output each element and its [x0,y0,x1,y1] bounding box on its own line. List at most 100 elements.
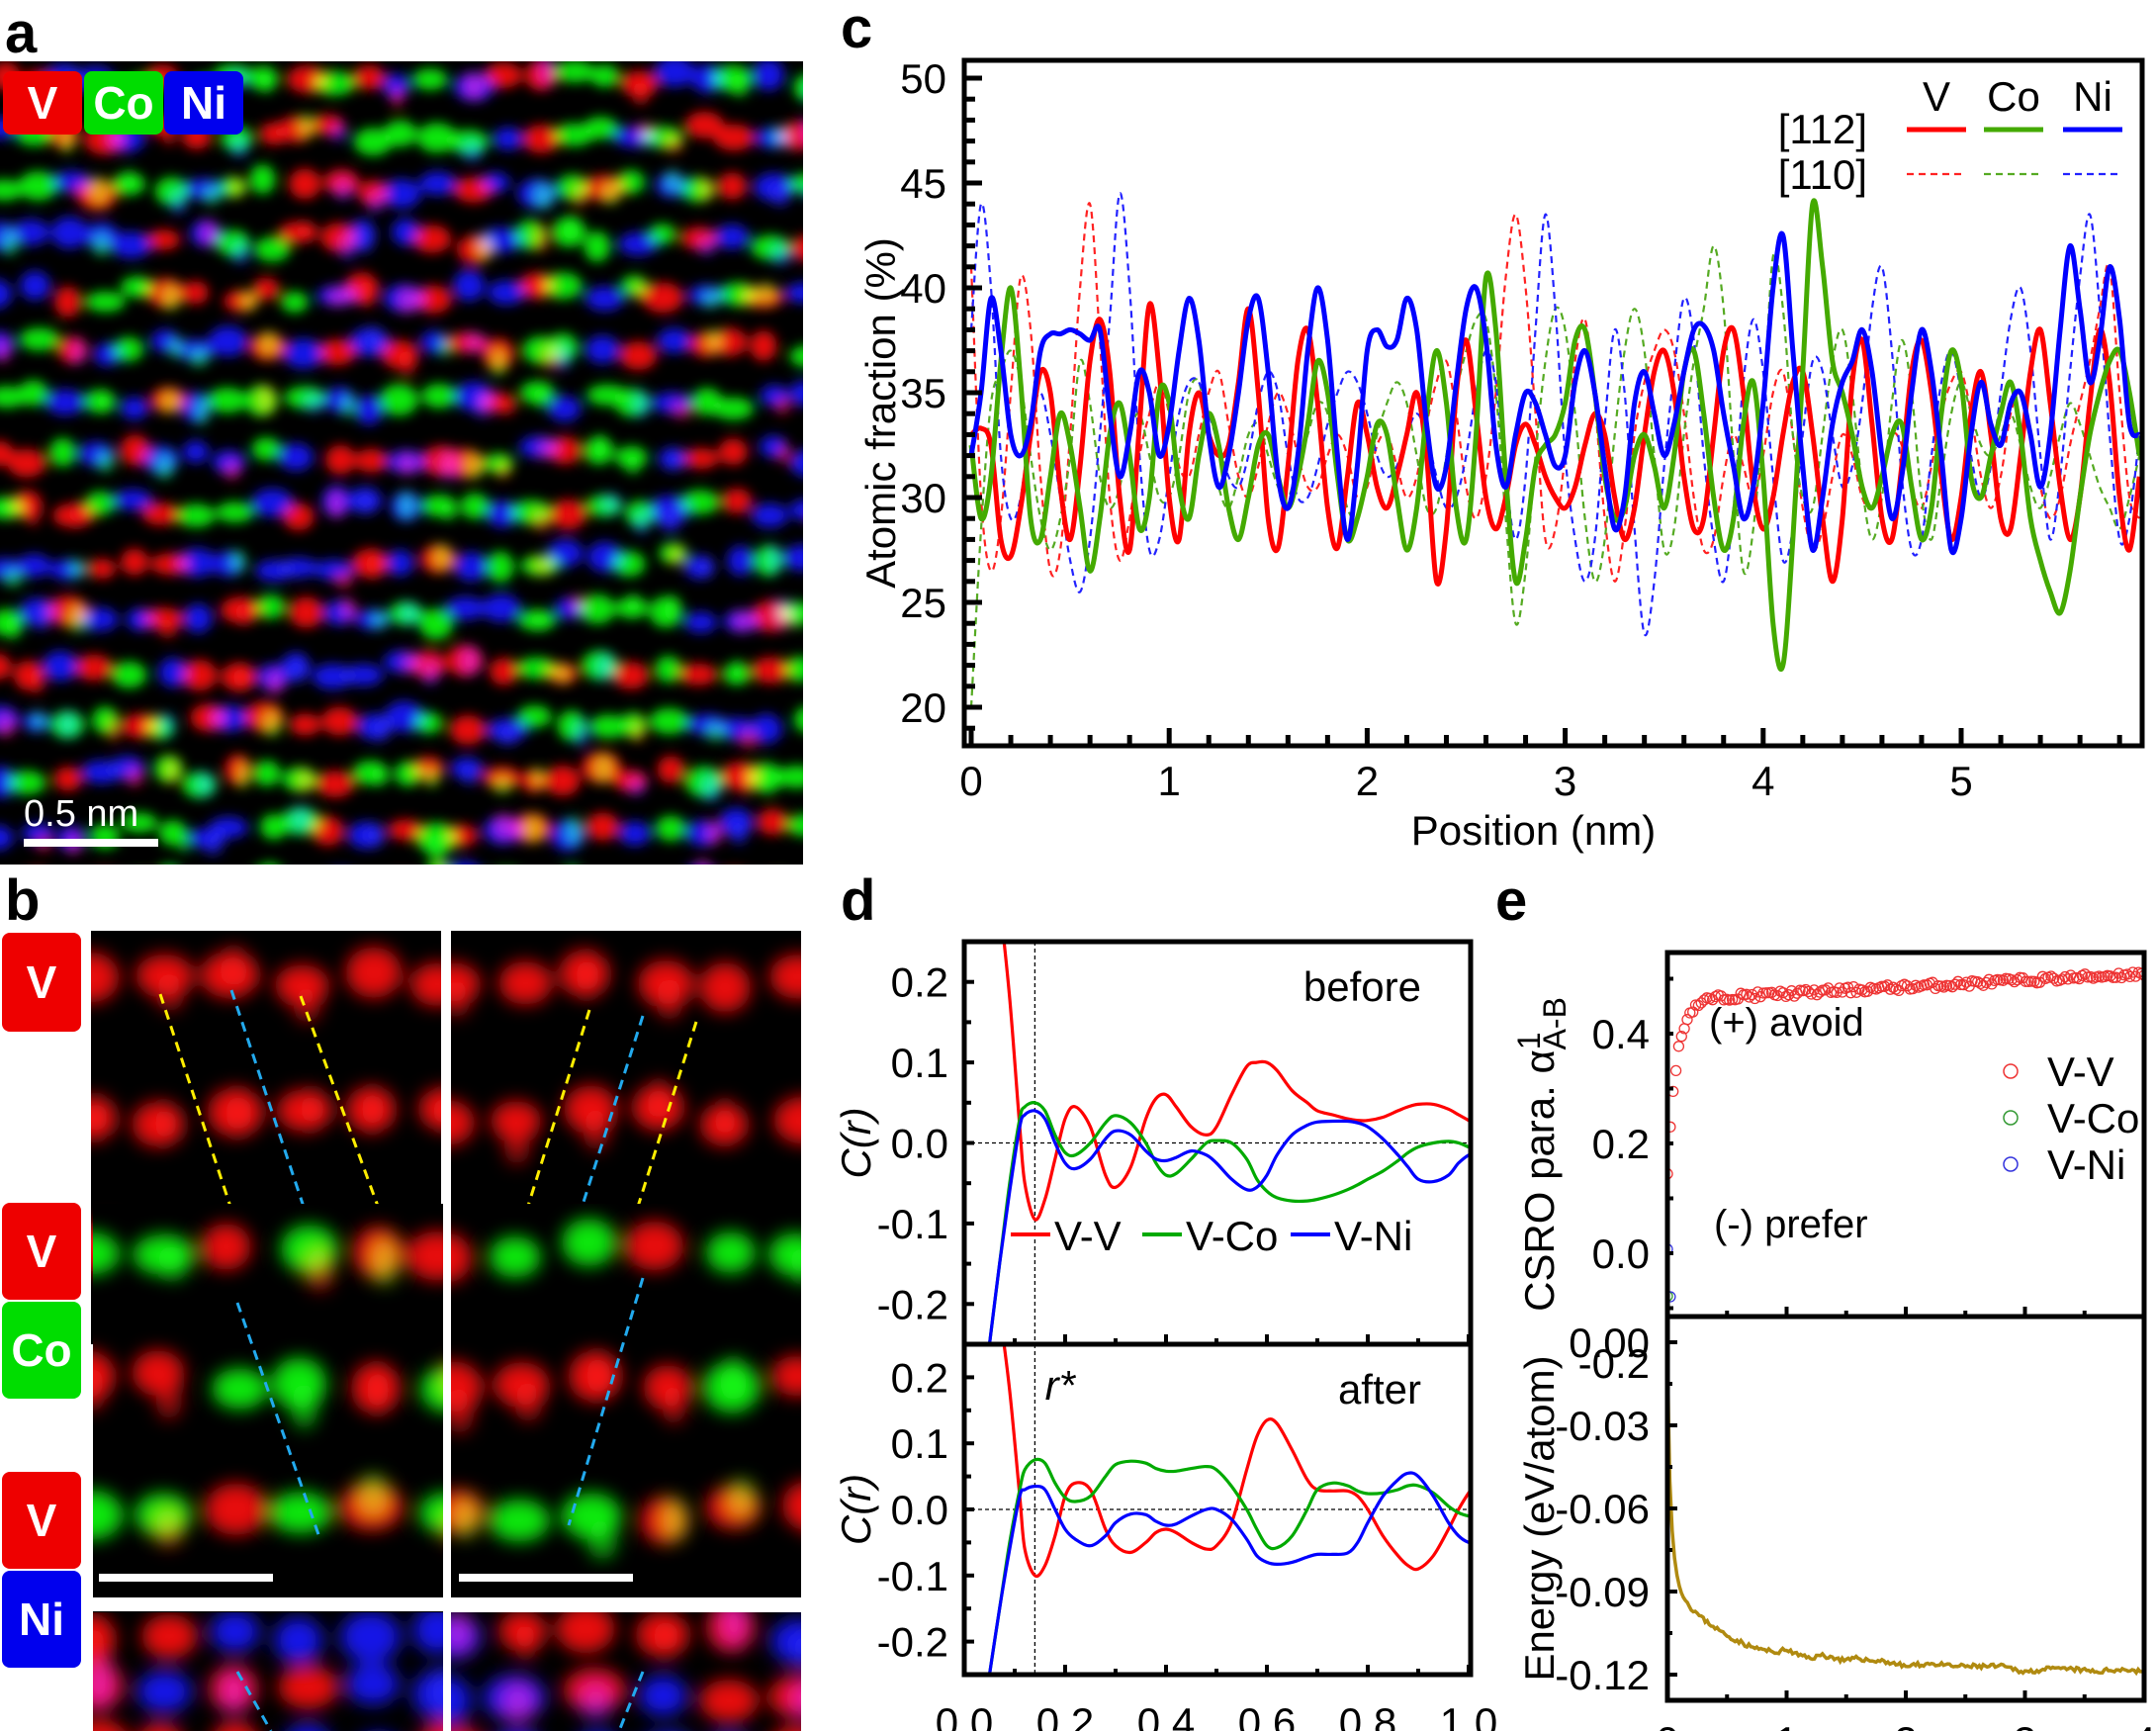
bridge [0,338,10,363]
data-point-v-ni [1841,1373,1850,1383]
data-point-v-ni [2119,1380,2129,1390]
atom-column-v [451,1232,472,1283]
data-point-v-co [1673,1364,1683,1374]
badge-co: Co [84,71,163,135]
atom-column-ni [618,231,658,256]
bridge [792,1682,801,1717]
data-point-v-ni [1736,1372,1746,1382]
atom-column-v [345,947,402,998]
tile-vco-right [451,1204,801,1597]
cyan-dashed-line [617,1671,645,1731]
bridge [359,279,377,308]
badge-co-label: Co [93,77,154,129]
atom-column-ni [480,228,522,253]
bridge [586,1352,613,1398]
bridge [461,646,480,676]
atom-column-ni [445,596,486,620]
bridge [719,1357,749,1403]
legend-column-label: Co [1987,73,2040,120]
data-point-v-ni [2086,1375,2096,1385]
atom-column-v [141,502,179,525]
data-point-v-ni [1752,1370,1762,1380]
data-point-v-co [1795,1380,1805,1390]
data-point-v-ni [1863,1372,1873,1382]
data-point-v-ni [1688,1373,1698,1383]
data-point-v-ni [1967,1375,1977,1385]
data-point-v-ni [1761,1374,1771,1384]
data-point-v-ni [1758,1373,1768,1383]
data-point-v-co [1761,1380,1771,1390]
data-point-v-ni [1996,1376,2006,1386]
bridge [755,283,776,304]
data-point-v-ni [1978,1379,1988,1389]
data-point-v-v [2020,975,2031,987]
bridge [293,986,320,1024]
data-point-v-ni [1696,1368,1706,1378]
data-point-v-ni [2043,1377,2053,1387]
data-point-v-ni [1818,1374,1828,1384]
data-point-v-ni [1854,1374,1864,1384]
data-point-v-co [1693,1377,1703,1387]
atom-column-co [517,705,552,728]
bridge [305,1248,334,1292]
scale-bar [24,839,158,847]
bridge [793,1632,801,1669]
x-tick-label: 1 [1775,1718,1798,1731]
bridge [438,862,448,865]
data-point-v-co [1914,1381,1924,1391]
x-tick-label: 0 [1656,1718,1678,1731]
y-tick-label: -0.12 [1555,1652,1650,1698]
y-tick-label: 20 [900,684,946,731]
atom-column-co [281,291,309,313]
bridge [656,978,684,1020]
bridge [366,552,385,579]
atom-column-co [0,179,24,201]
bridge [788,608,803,628]
data-point-v-co [1996,1382,2006,1392]
data-point-v-co [1851,1379,1861,1389]
data-point-v-ni [1936,1376,1946,1386]
bridge [91,1096,112,1137]
data-point-v-co [2049,1385,2059,1395]
x-axis: 0 1 2 3 4 [1656,1307,2156,1731]
atom-column-ni [451,861,477,865]
cyan-dashed-line [235,1671,273,1731]
data-point-v-ni [1933,1376,1943,1386]
data-point-v-co [2130,1386,2140,1396]
x-tick-label: 0.0 [936,1699,993,1731]
atom-column-co [421,383,457,409]
atom-column-co [649,224,676,244]
tile-image [93,1204,443,1597]
data-point-v-co [2106,1389,2115,1399]
atom-column-co [260,814,288,840]
y-tick-label: 35 [900,370,946,416]
data-point-v-v [2059,970,2071,983]
atom-column-v [278,1666,338,1709]
data-point-v-ni [1742,1370,1752,1380]
panel-letter-b: b [5,868,41,933]
atom-column-v [7,449,46,478]
data-point-v-co [1947,1386,1957,1396]
bridge [363,326,384,353]
data-point-v-ni [2026,1375,2036,1385]
data-point-v-co [1815,1378,1825,1388]
atom-column-v [205,1483,267,1535]
y-tick-label: 0.2 [1592,1121,1650,1167]
data-point-v-ni [1900,1375,1910,1385]
bridge [229,550,246,573]
data-point-v-ni [1920,1378,1930,1388]
data-point-v-co [1708,1380,1718,1390]
data-point-v-co [1676,1372,1686,1382]
data-point-v-co [1835,1381,1844,1391]
y-axis-label: C(r) [833,1474,879,1545]
data-point-v-co [1894,1385,1904,1395]
atom-column-v [283,502,314,531]
legend-label: V-Ni [2047,1141,2125,1188]
data-point-v-co [2052,1386,2062,1396]
bridge [426,834,447,863]
data-point-v-ni [2021,1374,2030,1384]
bridge [759,768,777,794]
bridge [328,287,350,307]
bridge [661,504,680,533]
data-point-v-co [1841,1382,1850,1392]
